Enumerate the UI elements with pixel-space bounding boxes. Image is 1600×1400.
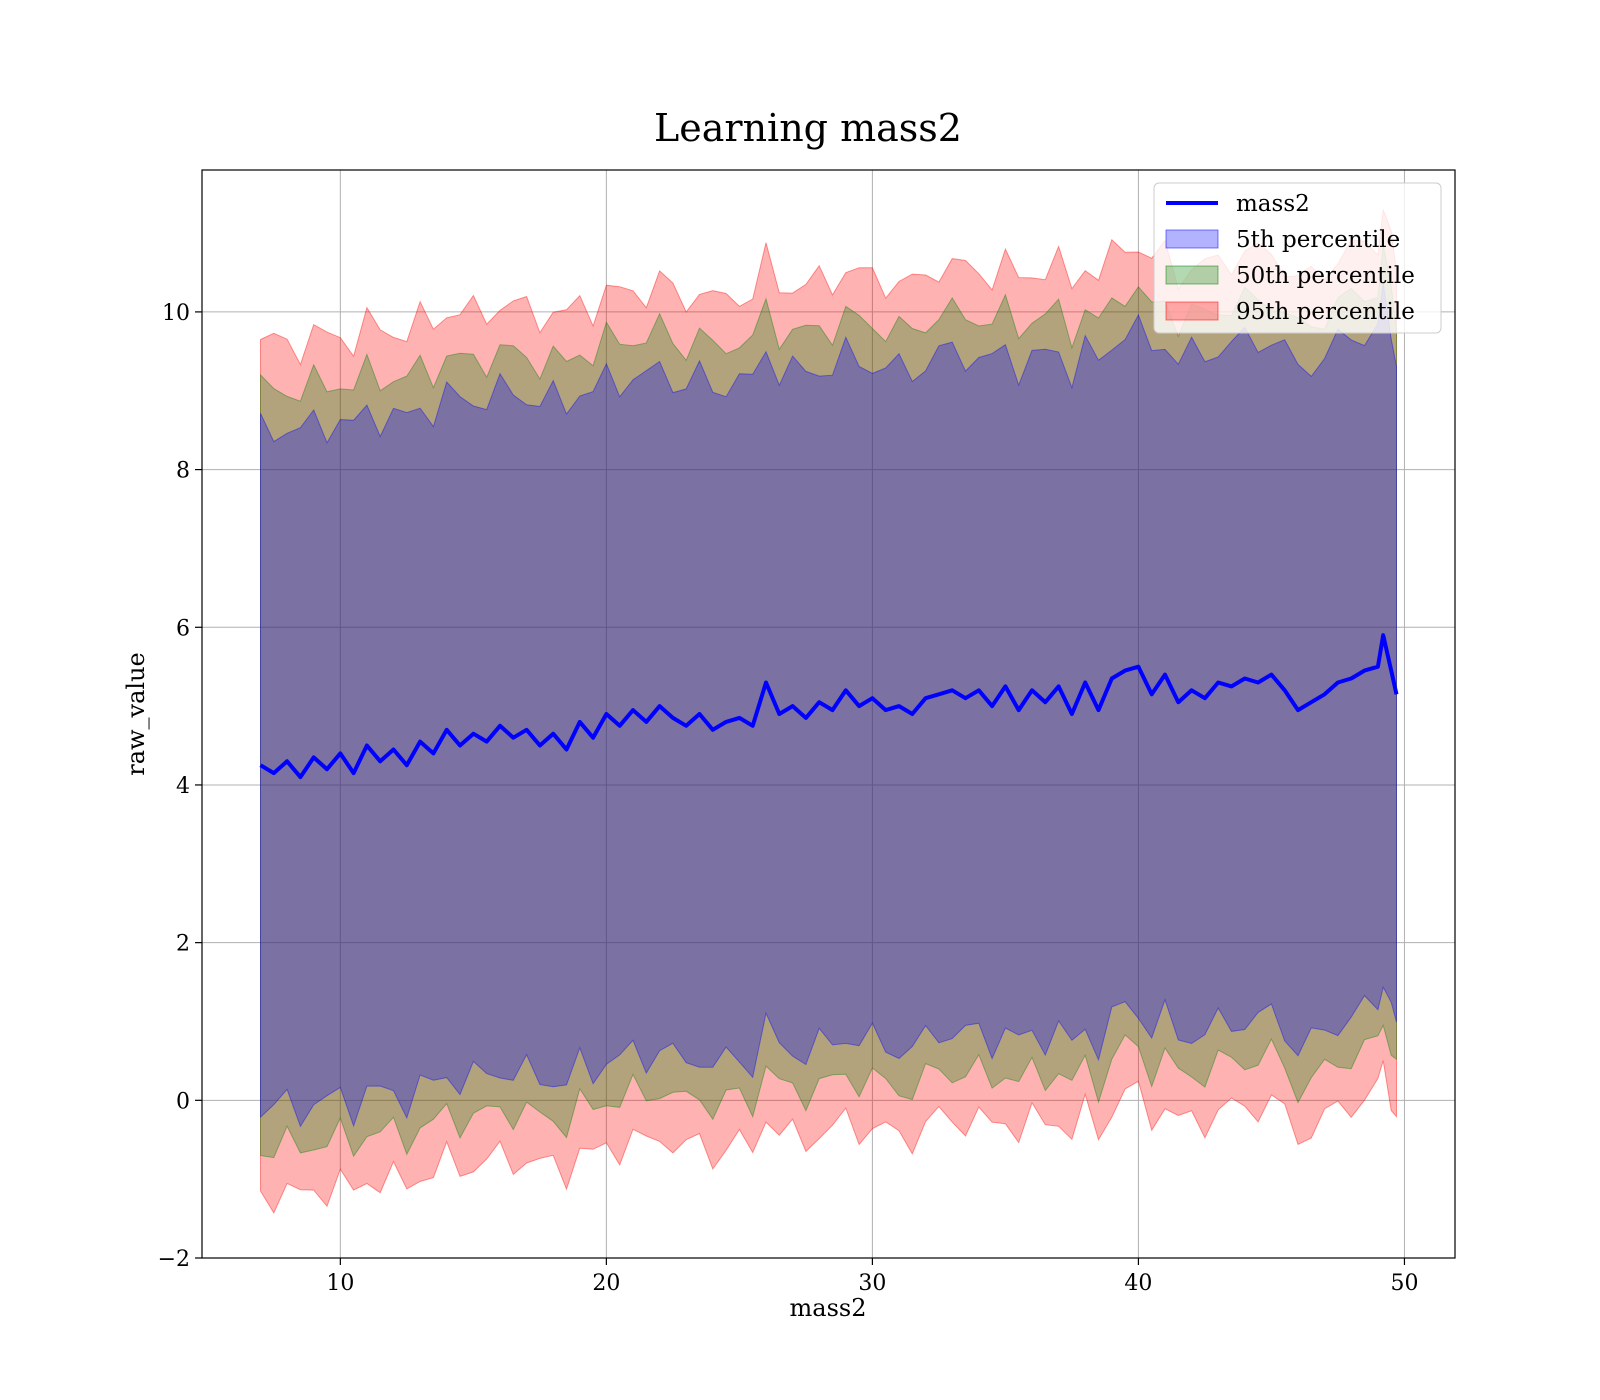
- legend-swatch-3: [1165, 301, 1219, 321]
- x-tick-label: 50: [1390, 1271, 1418, 1296]
- chart-title: Learning mass2: [654, 106, 962, 150]
- y-tick-label: 2: [176, 932, 190, 957]
- x-tick-label: 30: [858, 1271, 886, 1296]
- legend-swatch-1: [1165, 229, 1219, 249]
- series-line-mass2: [259, 633, 1399, 780]
- x-tick-label: 40: [1124, 1271, 1152, 1296]
- legend-label-1: 5th percentile: [1236, 227, 1400, 253]
- legend-label-0: mass2: [1236, 191, 1310, 217]
- legend: mass2 5th percentile 50th percentile 95th p…: [1153, 182, 1442, 334]
- x-tick-label: 20: [592, 1271, 620, 1296]
- legend-swatch-2: [1165, 265, 1219, 285]
- legend-box: [1153, 182, 1442, 334]
- axis-ticks: 10 20 30 40 50 −2 0 2 4 6 8 10: [158, 301, 1419, 1296]
- band-50th-percentile: [260, 244, 1397, 1159]
- legend-label-3: 95th percentile: [1236, 299, 1415, 325]
- y-tick-label: 8: [176, 459, 190, 484]
- band-5th-percentile: [260, 283, 1397, 1128]
- y-tick-label: 6: [176, 616, 190, 641]
- legend-label-2: 50th percentile: [1236, 263, 1415, 289]
- y-tick-label: 4: [176, 774, 190, 799]
- band-95th-percentile: [260, 209, 1397, 1214]
- x-tick-label: 10: [326, 1271, 354, 1296]
- y-tick-label: −2: [158, 1247, 190, 1272]
- percentile-bands: [260, 209, 1397, 1214]
- y-tick-label: 0: [176, 1089, 190, 1114]
- x-axis-label: mass2: [790, 1294, 867, 1322]
- y-tick-label: 10: [162, 301, 190, 326]
- plot-frame: [201, 169, 1456, 1259]
- y-axis-label: raw_value: [122, 652, 150, 776]
